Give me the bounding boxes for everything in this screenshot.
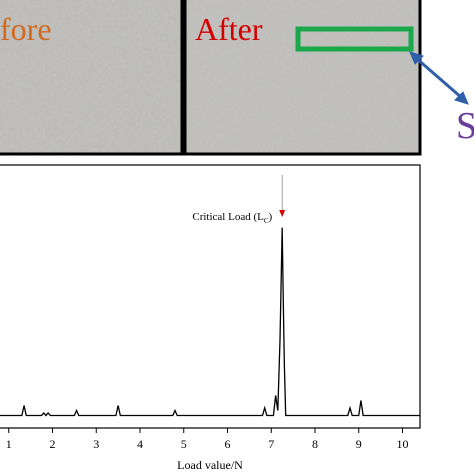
photo-before: fore (0, 0, 184, 156)
x-tick-label: 7 (268, 437, 274, 451)
x-tick-label: 4 (137, 437, 143, 451)
x-tick-label: 1 (6, 437, 12, 451)
x-tick-label: 9 (356, 437, 362, 451)
x-axis-label: Load value/N (177, 458, 243, 472)
x-tick-label: 3 (93, 437, 99, 451)
annotation-part: C (264, 217, 269, 225)
photo-after: After (183, 0, 422, 156)
x-tick-label: 5 (181, 437, 187, 451)
pointer-arrow (409, 51, 469, 105)
annotation-part: ) (269, 211, 273, 223)
plot-frame (0, 164, 421, 429)
x-tick-label: 6 (225, 437, 231, 451)
after-label: After (195, 11, 263, 47)
x-tick-label: 10 (397, 437, 409, 451)
x-tick-label: 2 (50, 437, 56, 451)
scratch-box (295, 26, 414, 52)
side-label: S (456, 105, 474, 147)
annotation-part: Critical Load (L (192, 211, 264, 223)
annotation: Critical Load (LC) (192, 211, 272, 225)
data-line (0, 227, 420, 417)
before-label: fore (0, 11, 52, 47)
plot: 1 2 3 4 5 6 7 8 9 10 Load value/N Critical Load (LC… (0, 164, 421, 472)
annotation-arrow (279, 210, 286, 217)
x-tick-label: 8 (312, 437, 318, 451)
